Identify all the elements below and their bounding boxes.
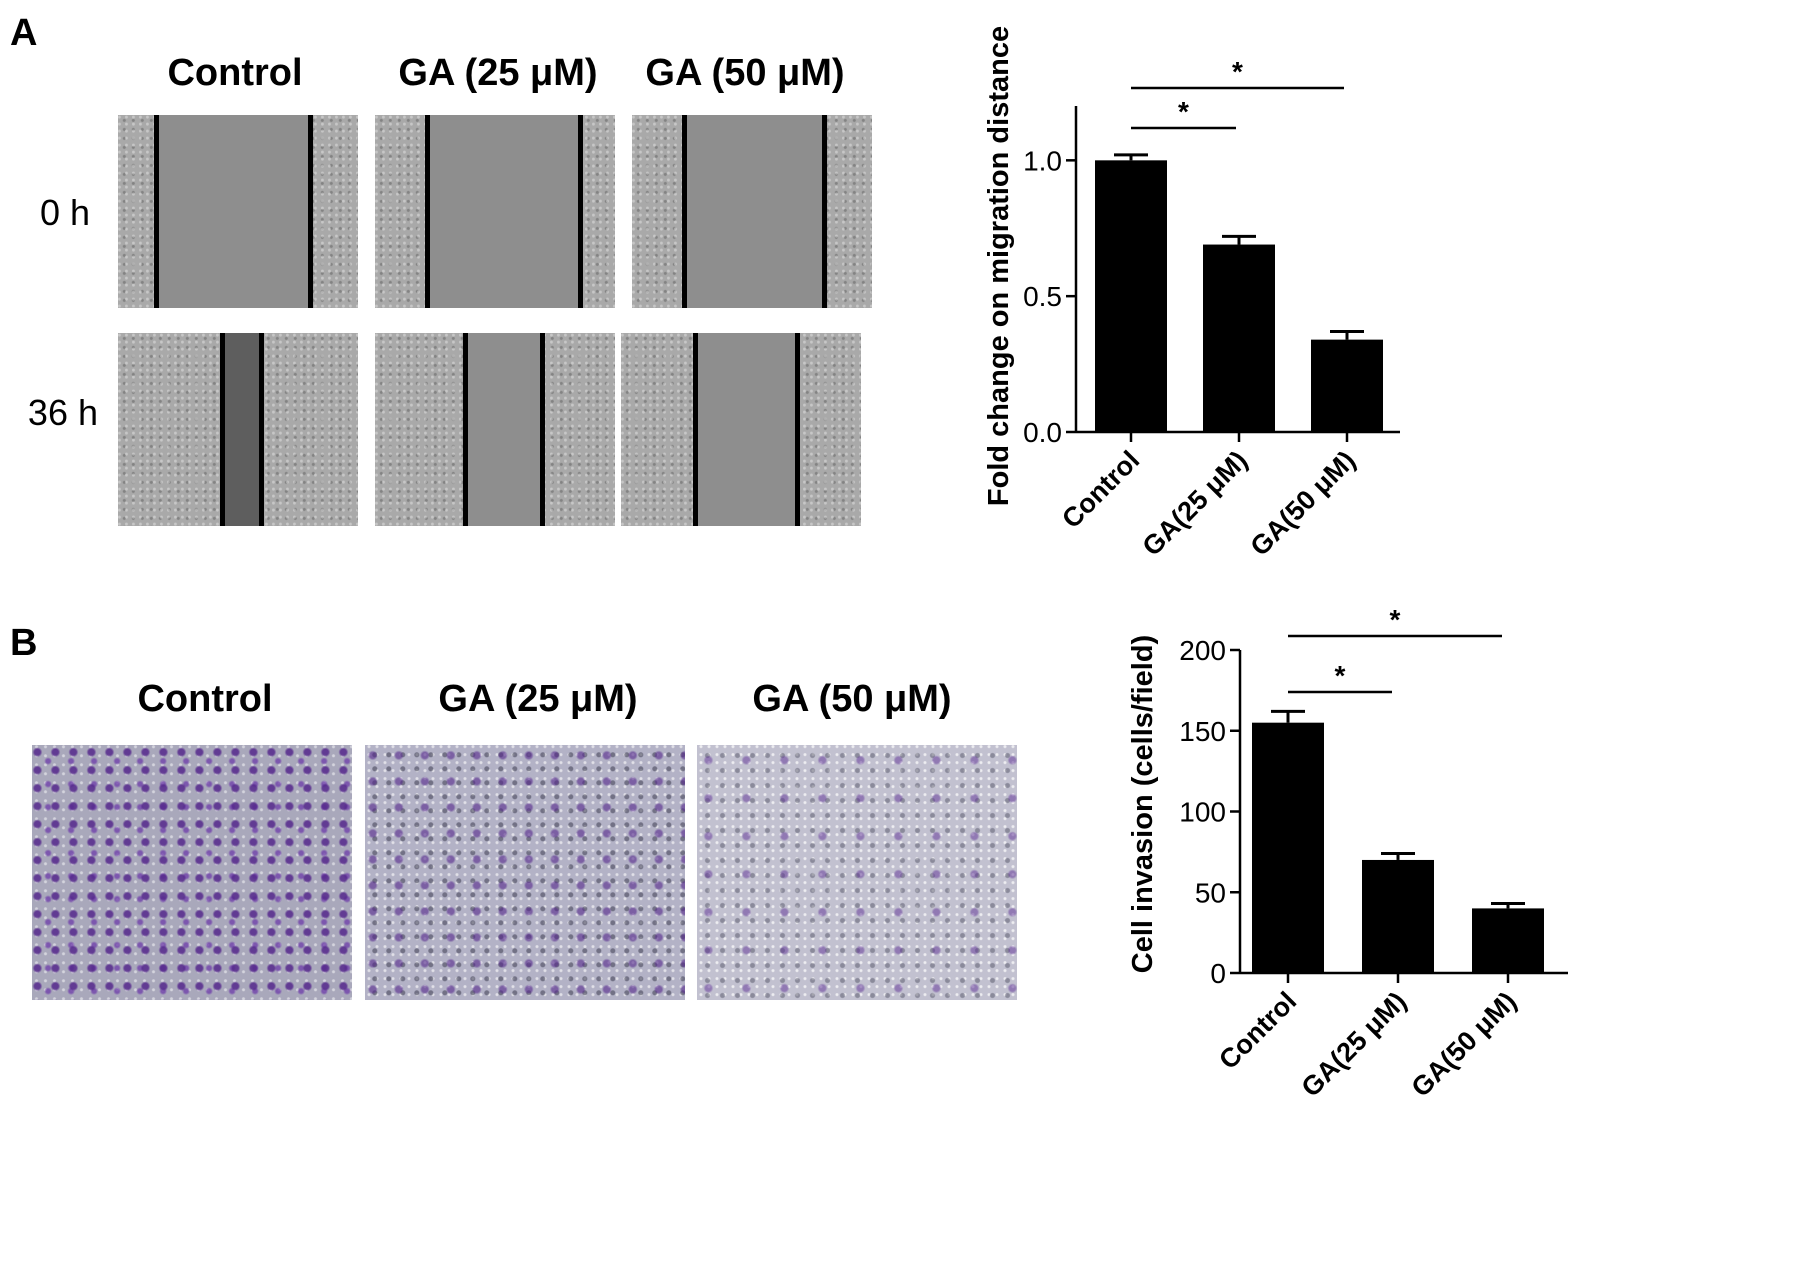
significance-asterisk: * <box>1335 660 1346 691</box>
bar <box>1362 859 1434 973</box>
x-tick-label: GA(25 μM) <box>1137 445 1254 562</box>
y-tick-label: 0.5 <box>1023 281 1062 312</box>
y-tick-label: 50 <box>1195 877 1226 908</box>
significance-asterisk: * <box>1390 604 1401 635</box>
micrograph-ga25-36h <box>375 333 615 526</box>
y-tick-label: 1.0 <box>1023 145 1062 176</box>
micrograph-control-36h <box>118 333 358 526</box>
x-tick-label: GA(50 μM) <box>1245 445 1362 562</box>
x-tick-label: GA(50 μM) <box>1406 986 1523 1103</box>
panel-b-col-title-control: Control <box>137 678 273 720</box>
bar <box>1095 160 1167 433</box>
y-tick-label: 150 <box>1179 716 1226 747</box>
y-tick-label: 0.0 <box>1023 417 1062 448</box>
bar <box>1311 339 1383 432</box>
chart-b-ylabel: Cell invasion (cells/field) <box>1127 635 1159 973</box>
invasion-micrograph-ga25 <box>365 745 685 1000</box>
x-tick-label: Control <box>1213 986 1302 1075</box>
x-tick-label: Control <box>1056 445 1145 534</box>
panel-b-col-title-ga25: GA (25 μM) <box>438 678 638 720</box>
invasion-micrograph-ga50 <box>697 745 1017 1000</box>
panel-b-letter: B <box>10 622 38 664</box>
bar <box>1203 244 1275 432</box>
chart-a-ylabel: Fold change on migration distance <box>983 26 1015 506</box>
micrograph-ga50-36h <box>621 333 861 526</box>
bar <box>1252 722 1324 973</box>
panel-a-letter: A <box>10 12 38 54</box>
panel-b-col-title-ga50: GA (50 μM) <box>752 678 952 720</box>
invasion-micrograph-control <box>32 745 352 1000</box>
micrograph-ga50-0h <box>632 115 872 308</box>
y-tick-label: 200 <box>1179 635 1226 666</box>
chart-cell-invasion: Cell invasion (cells/field) 0 50 100 150 200… <box>1127 604 1568 1103</box>
panel-a-row-label-0h: 0 h <box>39 192 90 233</box>
x-tick-label: GA(25 μM) <box>1296 986 1413 1103</box>
panel-a-col-title-ga25: GA (25 μM) <box>398 52 598 94</box>
micrograph-control-0h <box>118 115 358 308</box>
y-tick-label: 0 <box>1210 958 1226 989</box>
panel-a-col-title-ga50: GA (50 μM) <box>645 52 845 94</box>
bar <box>1472 908 1544 973</box>
significance-asterisk: * <box>1178 96 1189 127</box>
panel-a-row-label-36h: 36 h <box>27 392 98 433</box>
significance-asterisk: * <box>1232 56 1243 87</box>
panel-a-col-title-control: Control <box>167 52 303 94</box>
chart-migration-distance: Fold change on migration distance 0.0 0.5… <box>983 26 1400 562</box>
y-tick-label: 100 <box>1179 797 1226 828</box>
micrograph-ga25-0h <box>375 115 615 308</box>
